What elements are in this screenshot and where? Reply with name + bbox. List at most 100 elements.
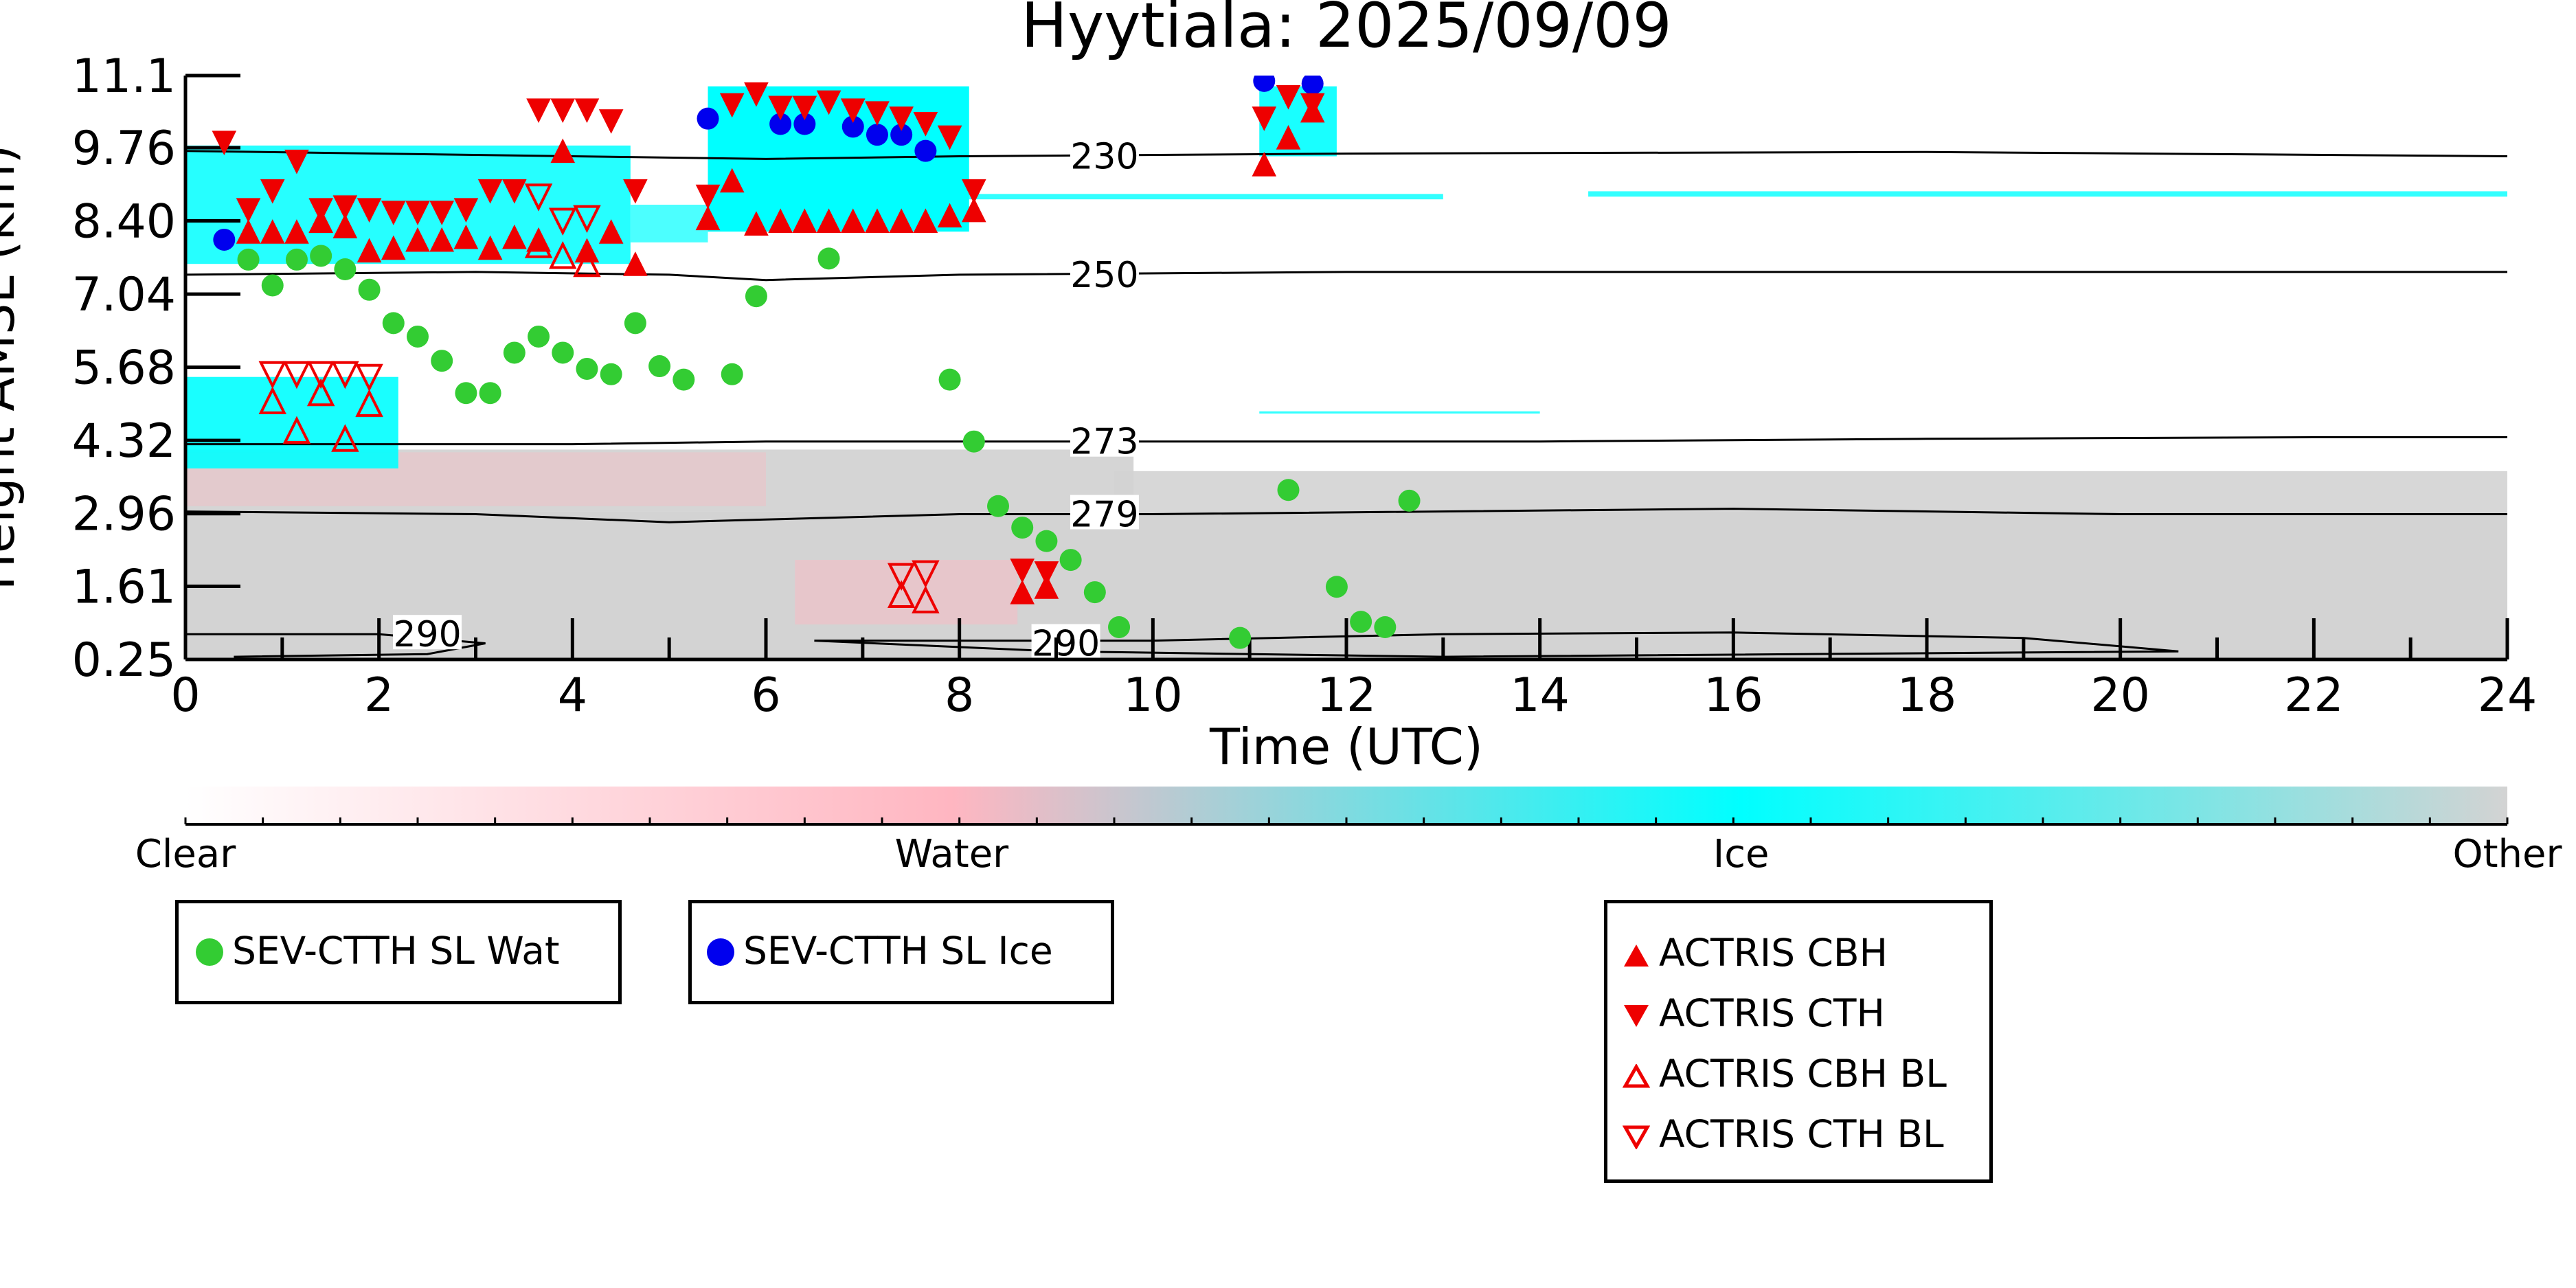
point-actris-cbh [744, 211, 769, 236]
point-actris-cth [792, 95, 817, 121]
point-sev-ctth-sl-wat [528, 325, 550, 348]
contour-label-290: 290 [393, 614, 461, 655]
point-actris-cth [719, 93, 745, 118]
point-actris-cbh [477, 235, 503, 260]
point-actris-cth [526, 98, 551, 124]
point-actris-cbh [913, 208, 938, 234]
point-sev-ctth-sl-wat [334, 258, 357, 281]
point-actris-cth [816, 90, 841, 115]
y-tick-label: 1.61 [72, 560, 176, 614]
point-actris-cth [284, 149, 309, 174]
x-tick-label: 10 [1123, 668, 1183, 723]
contour-label-279: 279 [1070, 494, 1138, 535]
contour-label-290: 290 [1032, 623, 1100, 664]
point-sev-ctth-sl-ice [841, 115, 864, 138]
point-actris-cbh [284, 219, 309, 244]
point-actris-cbh-bl [258, 386, 286, 414]
point-actris-cth [381, 201, 406, 225]
legend-box-ice: SEV-CTTH SL Ice [688, 900, 1114, 1004]
contour-label-bg-0 [1070, 137, 1139, 172]
contour-label-bg-1 [1070, 255, 1139, 290]
point-sev-ctth-sl-wat [552, 341, 574, 364]
point-actris-cbh [889, 208, 914, 234]
point-actris-cth-bl [549, 207, 577, 236]
point-actris-cth-bl [887, 563, 916, 591]
point-actris-cbh-bl [355, 389, 383, 417]
point-sev-ctth-sl-wat [600, 363, 622, 385]
point-actris-cth [550, 98, 576, 124]
point-actris-cth [1252, 106, 1277, 131]
point-actris-cth [1034, 561, 1059, 586]
contour-label-bg-2 [1070, 422, 1139, 457]
y-tick-label: 5.68 [72, 341, 176, 396]
point-actris-cth [865, 101, 890, 126]
x-axis-label: Time (UTC) [1209, 718, 1483, 776]
point-actris-cbh [792, 208, 817, 234]
y-tick-label: 8.40 [72, 195, 176, 249]
point-actris-cbh [1010, 579, 1035, 605]
point-sev-ctth-sl-ice [1253, 76, 1276, 92]
point-sev-ctth-sl-wat [987, 495, 1009, 517]
legend-label-sev-ctth-sl-ice: SEV-CTTH SL Ice [743, 929, 1053, 973]
legend-label-actris-cbh-bl: ACTRIS CBH BL [1659, 1052, 1947, 1096]
point-actris-cth [1300, 93, 1325, 118]
colorbar-label-clear: Clear [135, 832, 236, 877]
point-actris-cbh [405, 227, 430, 252]
contour-line-230-0 [185, 150, 2507, 160]
point-sev-ctth-sl-ice [914, 139, 937, 162]
point-actris-cth [913, 112, 938, 137]
point-sev-ctth-sl-ice [1301, 76, 1324, 95]
point-sev-ctth-sl-wat [1011, 517, 1034, 539]
point-actris-cbh-bl [887, 580, 916, 608]
x-tick-label: 0 [170, 668, 200, 723]
point-sev-ctth-sl-ice [213, 228, 236, 251]
point-actris-cbh-bl [573, 249, 601, 278]
point-sev-ctth-sl-wat [673, 368, 695, 391]
point-sev-ctth-sl-wat [285, 248, 308, 271]
point-actris-cth-bl [282, 361, 311, 389]
legend-marker-sev-ctth-sl-wat [196, 938, 223, 966]
point-sev-ctth-sl-wat [938, 368, 961, 391]
series-actris-cbh-bl [258, 230, 940, 613]
y-tick-label: 4.32 [72, 414, 176, 468]
point-actris-cth [332, 195, 358, 221]
other-region-upper-right [1114, 471, 2507, 512]
point-actris-cbh [937, 203, 962, 228]
contour-label-bg-5 [1031, 624, 1100, 659]
legend-box-actris: ACTRIS CBH ACTRIS CTH ACTRIS CBH BL ACTR… [1604, 900, 1993, 1183]
x-axis-ticks: 0 2 4 6 8 10 12 14 16 18 20 22 24 [170, 618, 2537, 723]
point-sev-ctth-sl-wat [1083, 581, 1106, 604]
point-actris-cbh [502, 224, 527, 249]
point-actris-cth [212, 131, 237, 156]
point-sev-ctth-sl-wat [431, 350, 453, 372]
point-sev-ctth-sl-wat [1229, 626, 1252, 649]
temperature-contours: 230 250 273 279 290 290 [185, 137, 2507, 664]
legend-marker-actris-cth-bl [1623, 1125, 1650, 1149]
point-actris-cth [623, 179, 648, 204]
point-sev-ctth-sl-wat [1374, 615, 1397, 638]
series-sev-ctth-sl-wat [237, 245, 1421, 649]
contour-line-290-4 [185, 633, 486, 658]
point-sev-ctth-sl-wat [1325, 576, 1348, 598]
y-tick-label: 0.25 [72, 633, 176, 688]
point-sev-ctth-sl-wat [1108, 615, 1131, 638]
point-actris-cbh [840, 208, 866, 234]
point-sev-ctth-sl-wat [407, 325, 429, 348]
x-tick-label: 6 [751, 668, 780, 723]
colorbar: Clear Water Ice Other [135, 787, 2562, 877]
x-tick-label: 16 [1704, 668, 1763, 723]
point-actris-cth-bl [524, 183, 553, 212]
point-actris-cbh [332, 214, 358, 238]
point-actris-cbh [816, 208, 841, 234]
contour-label-bg-3 [1070, 495, 1139, 530]
point-actris-cbh [236, 219, 261, 244]
point-actris-cth-bl [258, 361, 286, 389]
point-actris-cth [574, 98, 600, 124]
series-actris-cth [212, 82, 1325, 586]
colorbar-label-water: Water [895, 832, 1010, 877]
legend-label-actris-cth-bl: ACTRIS CTH BL [1659, 1112, 1944, 1156]
point-actris-cth [453, 198, 479, 223]
point-actris-cbh-bl [282, 416, 311, 444]
point-actris-cth [308, 198, 333, 223]
